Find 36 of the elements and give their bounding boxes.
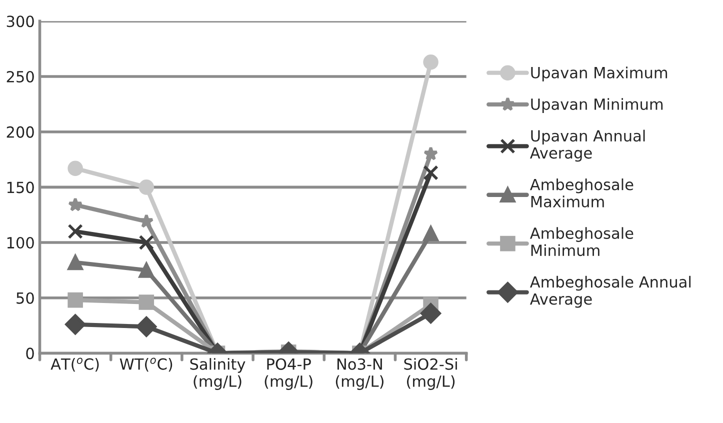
point: [68, 197, 83, 212]
point: [136, 316, 157, 337]
legend-label: Ambeghosale Annual Average: [530, 276, 691, 308]
y-tick-label: 0: [26, 348, 34, 360]
point: [138, 234, 154, 250]
x-tick-label: No3-N (mg/L): [336, 358, 384, 390]
legend-label: Ambeghosale Maximum: [530, 178, 634, 208]
y-tick-label: 150: [7, 182, 34, 194]
x-tick-label: Salinity (mg/L): [190, 358, 246, 390]
x-tick-label: WT($^{o}$C): [120, 358, 172, 372]
point: [138, 294, 154, 310]
point: [65, 314, 86, 335]
y-tick-label: 300: [6, 16, 34, 28]
point: [420, 303, 442, 324]
point: [68, 292, 83, 308]
point: [68, 160, 83, 176]
y-tick-label: 200: [6, 126, 34, 138]
point: [138, 262, 154, 278]
point: [68, 254, 83, 270]
legend-label: Upavan Minimum: [531, 98, 663, 113]
y-tick-label: 100: [7, 236, 34, 249]
point: [68, 224, 83, 240]
y-tick-label: 250: [6, 70, 34, 83]
point: [138, 180, 154, 195]
point: [423, 54, 438, 70]
x-tick-label: SiO2-Si (mg/L): [404, 358, 457, 390]
y-tick-label: 50: [16, 292, 34, 304]
point: [139, 214, 154, 228]
legend-label: Upavan Maximum: [531, 66, 668, 82]
x-tick-label: AT($^{o}$C): [50, 358, 99, 372]
x-tick-label: PO4-P (mg/L): [264, 358, 312, 390]
legend-label: Ambeghosale Minimum: [530, 227, 634, 256]
legend-label: Upavan Annual Average: [530, 130, 645, 162]
point: [423, 146, 438, 160]
point: [423, 165, 438, 180]
point: [423, 226, 438, 242]
